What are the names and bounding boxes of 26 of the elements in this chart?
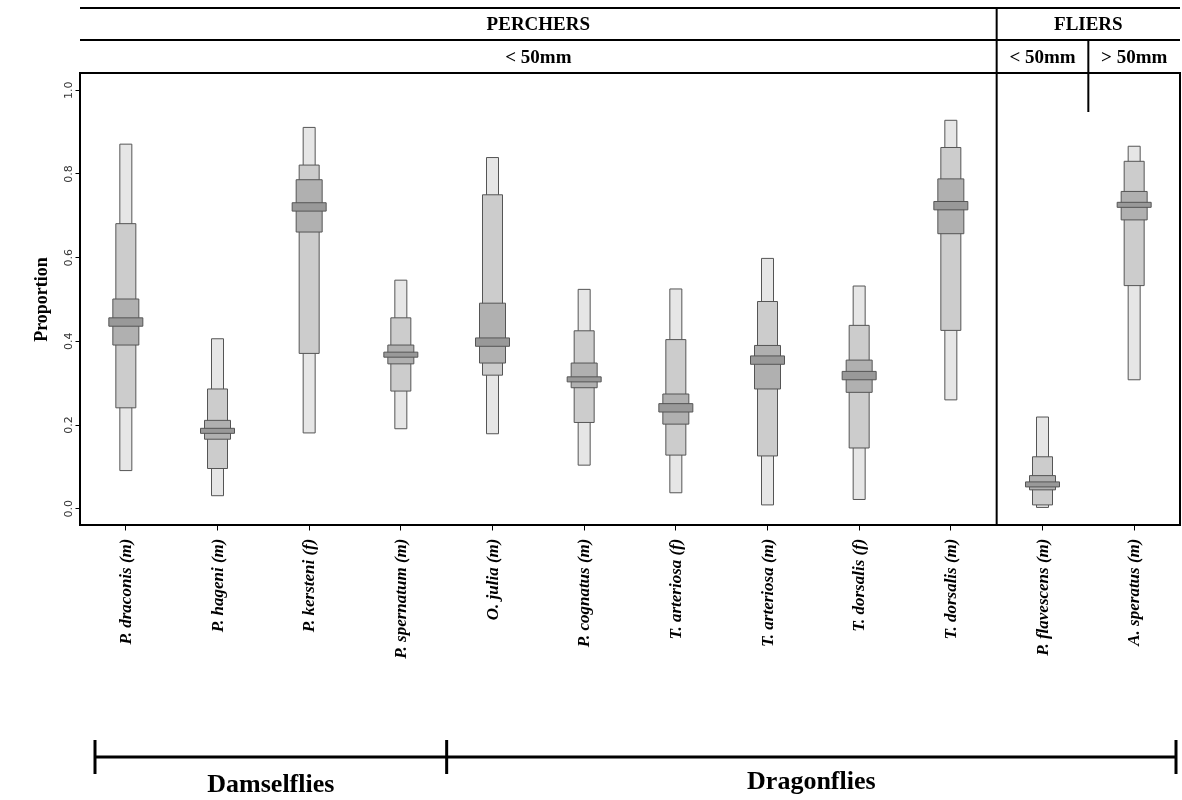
x-tick-label: P. draconis (m) bbox=[115, 538, 135, 646]
y-tick-label: 0.6 bbox=[61, 248, 75, 267]
y-tick-label: 0.0 bbox=[61, 500, 75, 518]
x-tick-label: T. dorsalis (m) bbox=[940, 538, 960, 640]
text: Damselflies bbox=[207, 769, 335, 798]
y-tick-label: 1.0 bbox=[61, 81, 75, 99]
y-tick-label: 0.8 bbox=[61, 165, 75, 183]
x-tick-label: T. arteriosa (m) bbox=[757, 538, 777, 647]
x-tick-label: T. arteriosa (f) bbox=[665, 538, 685, 640]
text: < 50mm bbox=[505, 46, 572, 67]
x-tick-label: P. flavescens (m) bbox=[1032, 538, 1052, 657]
y-tick-label: 0.2 bbox=[61, 416, 75, 434]
text: < 50mm bbox=[1009, 46, 1076, 67]
text: Dragonflies bbox=[747, 766, 876, 795]
x-tick-label: O. julia (m) bbox=[482, 538, 502, 621]
x-tick-label: A. speratus (m) bbox=[1124, 538, 1144, 647]
text: FLIERS bbox=[1054, 13, 1123, 34]
x-tick-label: P. hageni (m) bbox=[207, 538, 227, 634]
x-tick-label: P. spernatum (m) bbox=[390, 538, 410, 660]
y-axis-title: Proportion bbox=[30, 257, 51, 342]
x-tick-label: P. cognatus (m) bbox=[574, 538, 594, 649]
x-tick-label: T. dorsalis (f) bbox=[849, 538, 869, 632]
text: PERCHERS bbox=[486, 13, 591, 34]
text: > 50mm bbox=[1101, 46, 1168, 67]
x-tick-label: P. kersteni (f) bbox=[299, 538, 319, 634]
y-tick-label: 0.4 bbox=[61, 332, 75, 351]
